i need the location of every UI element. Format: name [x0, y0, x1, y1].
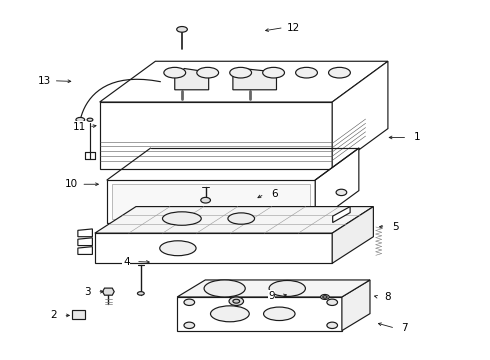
- Ellipse shape: [263, 67, 285, 78]
- Text: 2: 2: [50, 310, 57, 320]
- Polygon shape: [99, 61, 388, 102]
- Ellipse shape: [164, 67, 186, 78]
- Polygon shape: [332, 61, 388, 169]
- Polygon shape: [78, 247, 93, 255]
- Polygon shape: [99, 102, 332, 169]
- Text: 5: 5: [392, 222, 398, 232]
- Ellipse shape: [201, 197, 211, 203]
- Ellipse shape: [228, 213, 254, 224]
- Polygon shape: [95, 233, 332, 263]
- Ellipse shape: [327, 322, 338, 329]
- Text: 13: 13: [37, 76, 50, 86]
- Polygon shape: [332, 207, 373, 263]
- Polygon shape: [233, 68, 276, 90]
- Ellipse shape: [76, 117, 85, 122]
- Ellipse shape: [184, 322, 195, 329]
- Ellipse shape: [336, 189, 347, 195]
- Ellipse shape: [327, 299, 338, 306]
- Polygon shape: [315, 148, 359, 222]
- Text: 8: 8: [385, 292, 391, 302]
- Text: 9: 9: [269, 291, 275, 301]
- Polygon shape: [107, 180, 315, 222]
- Ellipse shape: [197, 67, 219, 78]
- Text: 6: 6: [271, 189, 277, 199]
- Ellipse shape: [323, 296, 327, 298]
- Polygon shape: [177, 280, 370, 297]
- Polygon shape: [78, 229, 93, 237]
- Ellipse shape: [160, 241, 196, 256]
- Ellipse shape: [163, 212, 201, 225]
- Ellipse shape: [184, 299, 195, 306]
- Text: 1: 1: [414, 132, 420, 143]
- Ellipse shape: [230, 67, 251, 78]
- Polygon shape: [177, 297, 342, 330]
- Ellipse shape: [295, 67, 318, 78]
- Ellipse shape: [320, 294, 329, 300]
- Text: 12: 12: [287, 23, 300, 33]
- Polygon shape: [72, 310, 85, 319]
- Ellipse shape: [269, 280, 305, 296]
- Ellipse shape: [233, 299, 240, 303]
- Polygon shape: [342, 280, 370, 330]
- Ellipse shape: [177, 27, 187, 32]
- Polygon shape: [102, 288, 114, 295]
- Polygon shape: [175, 68, 209, 90]
- Ellipse shape: [264, 307, 295, 320]
- Ellipse shape: [211, 306, 249, 322]
- Ellipse shape: [138, 292, 144, 295]
- Text: 7: 7: [401, 323, 408, 333]
- Polygon shape: [333, 207, 350, 222]
- Ellipse shape: [87, 118, 93, 121]
- Text: 10: 10: [65, 179, 78, 189]
- Text: 11: 11: [73, 122, 86, 132]
- Text: 3: 3: [84, 287, 91, 297]
- Ellipse shape: [229, 297, 244, 306]
- Polygon shape: [112, 184, 310, 219]
- Ellipse shape: [204, 280, 245, 297]
- Polygon shape: [95, 207, 373, 233]
- Polygon shape: [78, 238, 93, 246]
- Text: 4: 4: [123, 257, 130, 266]
- Ellipse shape: [329, 67, 350, 78]
